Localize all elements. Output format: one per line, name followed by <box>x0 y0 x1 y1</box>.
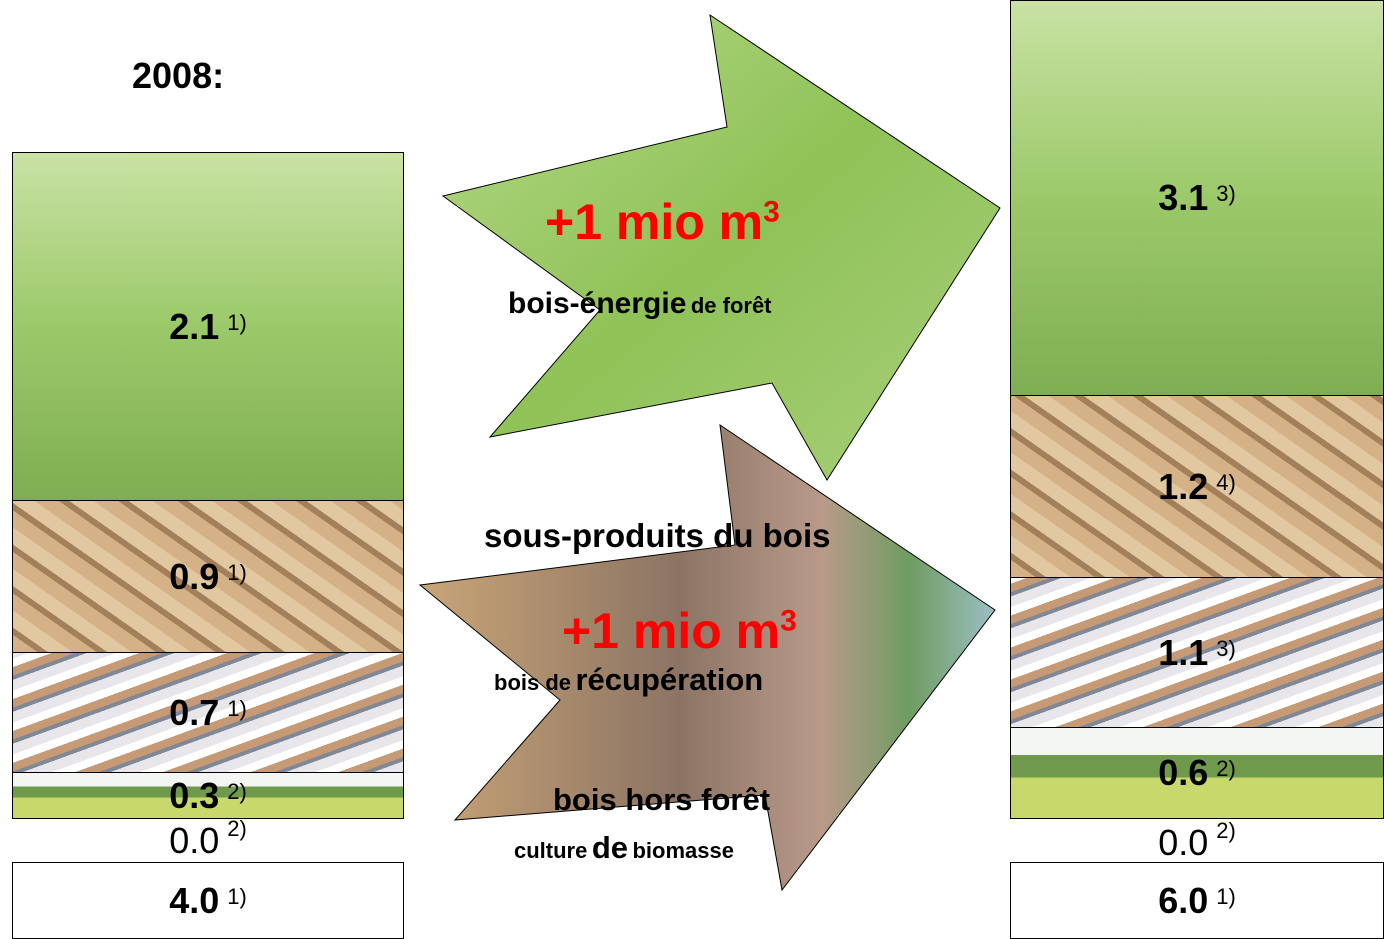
byproducts-label: sous-produits du bois <box>484 517 831 554</box>
year-title: 2008: <box>132 55 225 96</box>
segment-value: 3.1 <box>1158 177 1209 218</box>
forest-amount: +1 mio m3 <box>545 193 780 251</box>
stack-segment: 2.1 1) <box>12 152 404 501</box>
other-amount: +1 mio m3 <box>562 602 797 660</box>
stack-segment: 0.9 1) <box>12 500 404 653</box>
label: bois-énergie <box>508 287 687 320</box>
segment-value: 1.1 <box>1158 631 1209 673</box>
segment-value: 0.9 <box>169 555 220 597</box>
segment-value: 0.7 <box>169 691 220 733</box>
zero-note: 2) <box>1216 818 1236 843</box>
segment-value: 2.1 <box>169 305 220 347</box>
zero-value: 0.0 <box>1158 822 1209 863</box>
stack-segment: 1.1 3) <box>1010 577 1384 728</box>
segment-note: 2) <box>227 778 247 804</box>
stack-segment: 0.7 1) <box>12 652 404 773</box>
segment-note: 3) <box>1216 181 1236 206</box>
total-value: 4.0 <box>169 879 220 921</box>
zero-row: 0.0 2) <box>12 816 404 862</box>
forest-arrow <box>441 13 1001 481</box>
label: de forêt <box>690 293 772 318</box>
stack-segment: 0.3 2) <box>12 772 404 819</box>
total-value: 6.0 <box>1158 879 1209 921</box>
exponent: 3 <box>763 195 780 229</box>
segment-value: 1.2 <box>1158 465 1209 507</box>
total-note: 1) <box>1216 883 1236 909</box>
label: récupération <box>575 662 764 697</box>
total-note: 1) <box>227 883 247 909</box>
total-box: 4.0 1) <box>12 862 404 939</box>
segment-note: 1) <box>227 309 247 335</box>
segment-value: 0.6 <box>1158 752 1209 793</box>
recovered-label: bois de récupération <box>494 662 763 698</box>
stack-segment: 1.2 4) <box>1010 395 1384 578</box>
segment-note: 1) <box>227 695 247 721</box>
segment-note: 3) <box>1216 635 1236 661</box>
label: culture <box>514 838 588 863</box>
other-arrow <box>418 423 996 892</box>
segment-note: 1) <box>227 559 247 585</box>
culture-label: culture de biomasse <box>514 830 734 866</box>
stack-segment: 3.1 3) <box>1010 0 1384 396</box>
forest-label: bois-énergie de forêt <box>508 287 772 321</box>
label: biomasse <box>632 838 734 863</box>
total-box: 6.0 1) <box>1010 862 1384 939</box>
zero-value: 0.0 <box>169 820 220 861</box>
label: bois de <box>494 670 572 695</box>
segment-note: 2) <box>1216 756 1236 781</box>
outside-forest-label: bois hors forêt <box>553 782 771 817</box>
segment-value: 0.3 <box>169 774 220 816</box>
zero-note: 2) <box>227 816 247 841</box>
stack-segment: 0.6 2) <box>1010 727 1384 819</box>
exponent: 3 <box>780 604 797 638</box>
zero-row: 0.0 2) <box>1010 818 1384 864</box>
amount: +1 mio m <box>562 603 781 659</box>
amount: +1 mio m <box>545 194 764 250</box>
label: de <box>591 830 628 865</box>
segment-note: 4) <box>1216 469 1236 495</box>
